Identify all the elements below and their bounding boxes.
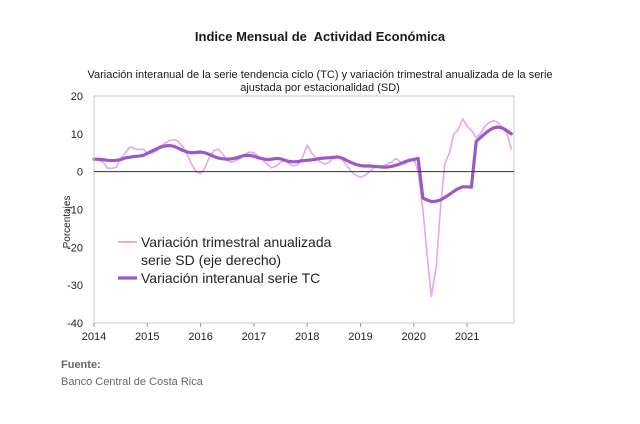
x-tick-label: 2017: [242, 331, 266, 343]
chart-subtitle: Variación interanual de la serie tendenc…: [40, 69, 600, 95]
y-tick-label: 10: [71, 129, 83, 141]
y-tick-label: -40: [67, 318, 83, 330]
y-tick-label: 20: [71, 91, 83, 103]
legend-label-tc: Variación interanual serie TC: [141, 270, 320, 286]
x-tick-label: 2015: [135, 331, 159, 343]
y-axis-label: Porcentajes: [62, 196, 73, 249]
x-tick-label: 2020: [402, 331, 426, 343]
x-tick-label: 2018: [295, 331, 319, 343]
series-line-tc: [92, 125, 513, 204]
series-line-sd: [93, 117, 513, 298]
y-tick-label: 0: [77, 167, 83, 179]
axes-layer: [93, 95, 515, 324]
chart-title: Indice Mensual de Actividad Económica: [194, 29, 446, 44]
x-tick-label: 2021: [455, 331, 479, 343]
source-label: Fuente:: [61, 359, 101, 371]
x-tick-label: 2014: [82, 331, 106, 343]
chart-subtitle-line-2: ajustada por estacionalidad (SD): [240, 82, 400, 94]
legend-label-sd-line-2: serie SD (eje derecho): [141, 252, 281, 268]
legend-label-sd-line-1: Variación trimestral anualizada: [141, 234, 332, 250]
source-text: Banco Central de Costa Rica: [61, 376, 203, 388]
y-tick-label: -30: [67, 280, 83, 292]
x-tick-label: 2019: [348, 331, 372, 343]
plot-frame: [93, 95, 515, 324]
x-tick-label: 2016: [188, 331, 212, 343]
chart-subtitle-line-1: Variación interanual de la serie tendenc…: [87, 69, 553, 81]
y-tick-label: -20: [67, 242, 83, 254]
y-tick-label: -10: [67, 205, 83, 217]
series-layer: [92, 117, 513, 298]
legend: Variación trimestral anualizada serie SD…: [118, 234, 332, 286]
